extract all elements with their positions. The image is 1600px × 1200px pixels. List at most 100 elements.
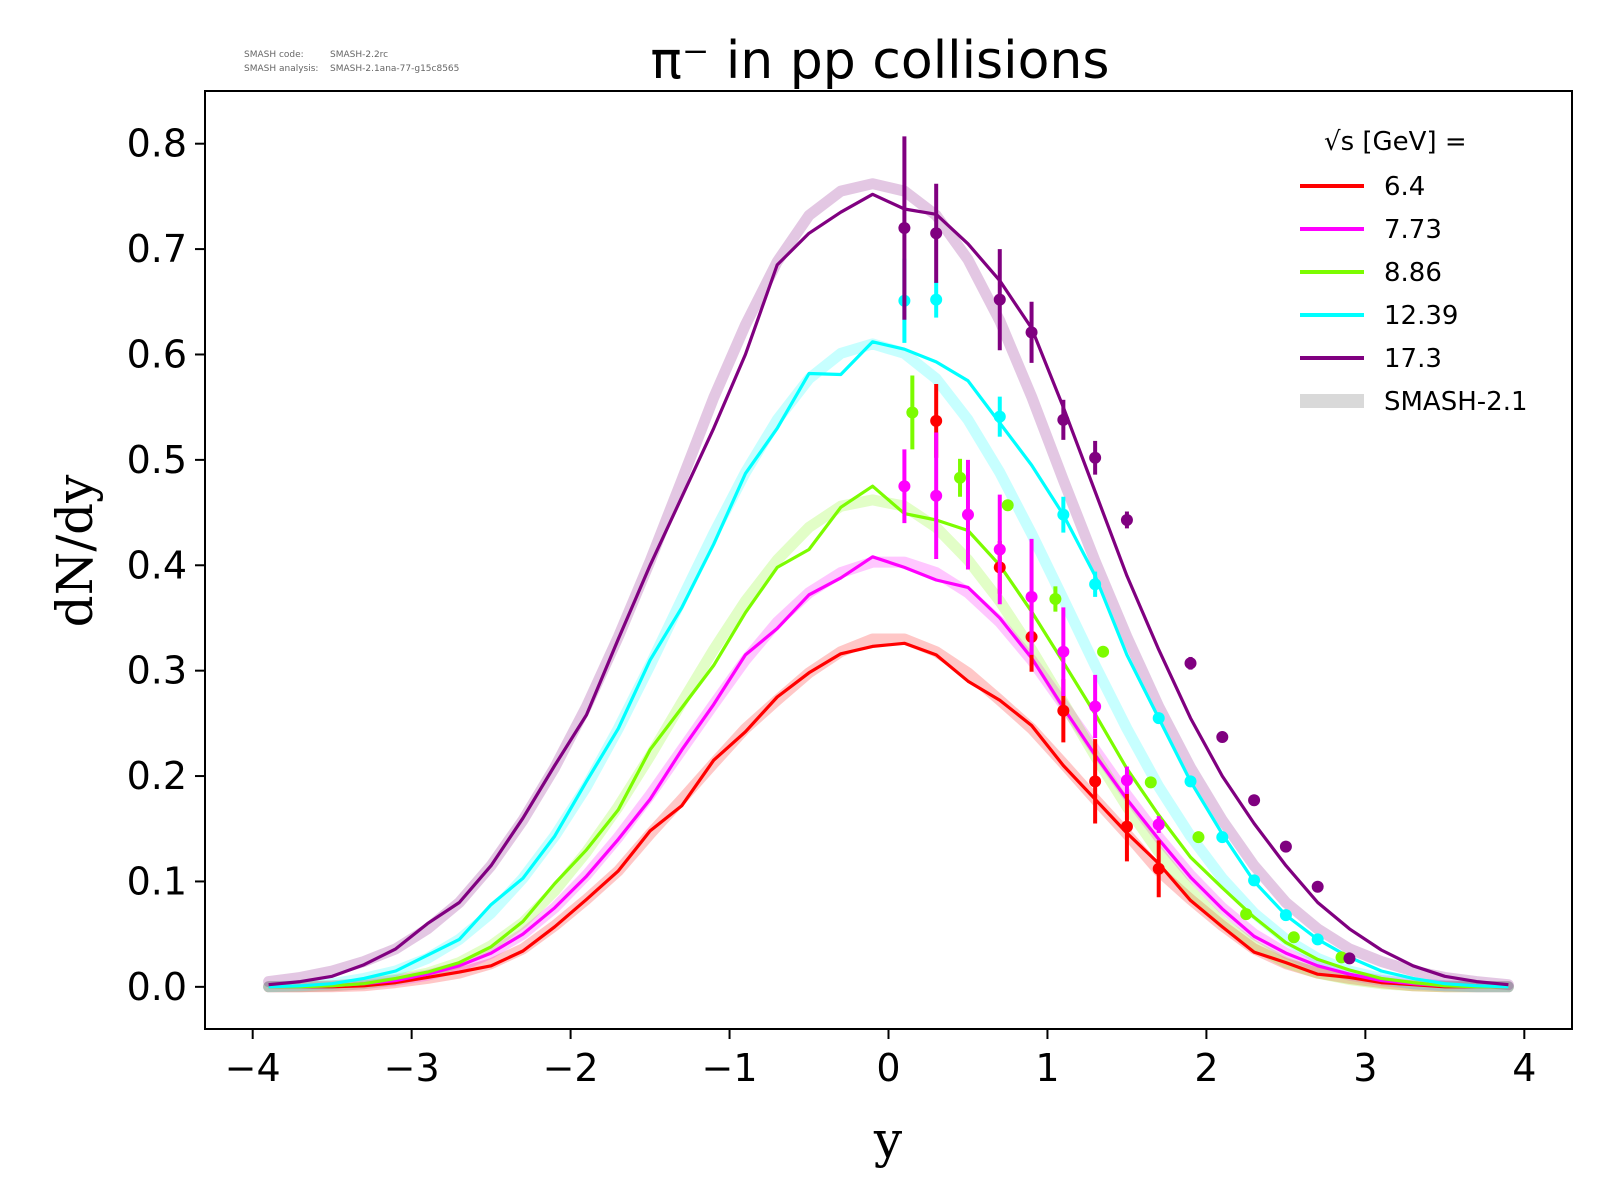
legend-label: 17.3 xyxy=(1384,344,1442,374)
marker xyxy=(1279,840,1292,853)
point-12-39-2 xyxy=(993,396,1006,437)
marker xyxy=(1057,645,1070,658)
point-17-3-4 xyxy=(1057,399,1070,440)
point-17-3-6 xyxy=(1120,511,1133,529)
legend-label: 8.86 xyxy=(1384,258,1442,288)
point-7-73-4 xyxy=(1025,538,1038,655)
point-12-39-5 xyxy=(1152,712,1165,725)
legend-entry-6-4: 6.4 xyxy=(1300,172,1425,202)
line-12-39 xyxy=(268,340,1509,989)
marker xyxy=(1089,578,1102,591)
marker xyxy=(954,471,967,484)
x-tick-label: 4 xyxy=(1512,1046,1536,1090)
point-17-3-7 xyxy=(1184,656,1197,670)
smash-analysis-value: SMASH-2.1ana-77-g15c8565 xyxy=(330,64,459,74)
y-tick-label: 0.3 xyxy=(127,649,187,693)
marker xyxy=(1120,820,1133,833)
marker xyxy=(1057,413,1070,426)
point-6-4-5 xyxy=(1120,791,1133,862)
x-tick-label: −4 xyxy=(225,1046,281,1090)
point-6-4-6 xyxy=(1152,840,1165,898)
marker xyxy=(993,543,1006,556)
marker xyxy=(1216,731,1229,744)
point-8-86-4 xyxy=(1097,645,1110,658)
point-17-3-12 xyxy=(1343,952,1356,965)
smash-code-value: SMASH-2.2rc xyxy=(330,50,388,60)
marker xyxy=(898,222,911,235)
point-8-86-8 xyxy=(1287,931,1300,944)
y-tick-label: 0.4 xyxy=(127,543,187,587)
point-12-39-4 xyxy=(1089,571,1102,597)
marker xyxy=(1311,933,1324,946)
y-axis-ticks: 0.0 0.1 0.2 0.3 0.4 0.5 0.6 0.7 0.8 xyxy=(127,122,205,1009)
point-17-3-2 xyxy=(993,249,1006,351)
marker xyxy=(1025,590,1038,603)
line-7-73 xyxy=(268,555,1509,989)
marker xyxy=(898,480,911,493)
y-tick-label: 0.2 xyxy=(127,754,187,798)
point-12-39-3 xyxy=(1057,496,1070,533)
x-axis-label: y xyxy=(873,1111,903,1169)
line-17-3 xyxy=(268,192,1509,987)
legend-items: 6.4 7.73 8.86 12.39 17.3 SMASH-2.1 xyxy=(1300,172,1528,417)
marker xyxy=(930,227,943,240)
marker xyxy=(1192,831,1205,844)
band-12-39 xyxy=(263,338,1514,993)
legend-entry-SMASH-2-1: SMASH-2.1 xyxy=(1300,387,1528,417)
marker xyxy=(1049,592,1062,605)
y-tick-label: 0.0 xyxy=(127,965,187,1009)
point-8-86-5 xyxy=(1144,776,1157,789)
point-7-73-2 xyxy=(961,459,974,570)
y-tick-label: 0.5 xyxy=(127,438,187,482)
marker xyxy=(906,406,919,419)
point-17-3-5 xyxy=(1089,440,1102,475)
marker xyxy=(1089,775,1102,788)
point-8-86-7 xyxy=(1240,908,1253,921)
point-8-86-1 xyxy=(954,458,967,497)
data-points xyxy=(898,136,1356,965)
marker xyxy=(1152,862,1165,875)
line-8-86 xyxy=(268,484,1509,989)
marker xyxy=(930,489,943,502)
legend-label: 7.73 xyxy=(1384,215,1442,245)
chart-title: π⁻ in pp collisions xyxy=(651,31,1110,91)
point-7-73-0 xyxy=(898,449,911,524)
marker xyxy=(930,293,943,306)
point-12-39-10 xyxy=(1311,933,1324,946)
point-7-73-1 xyxy=(930,432,943,559)
point-17-3-10 xyxy=(1279,840,1292,853)
point-12-39-8 xyxy=(1248,874,1261,887)
point-17-3-1 xyxy=(930,183,943,283)
marker xyxy=(1343,952,1356,965)
point-17-3-9 xyxy=(1248,794,1261,807)
point-12-39-6 xyxy=(1184,775,1197,788)
x-tick-label: −3 xyxy=(384,1046,440,1090)
smash-analysis-label: SMASH analysis: xyxy=(244,64,318,74)
point-7-73-6 xyxy=(1089,674,1102,739)
marker xyxy=(1001,499,1014,512)
point-7-73-5 xyxy=(1057,607,1070,696)
point-8-86-3 xyxy=(1049,586,1062,612)
marker xyxy=(1120,513,1133,526)
marker xyxy=(1279,909,1292,922)
legend-title: √s [GeV] = xyxy=(1324,127,1467,157)
marker xyxy=(993,293,1006,306)
y-axis-label: dN/dy xyxy=(46,474,104,628)
marker xyxy=(1248,874,1261,887)
marker xyxy=(1120,774,1133,787)
point-17-3-0 xyxy=(898,136,911,320)
y-tick-label: 0.8 xyxy=(127,122,187,166)
x-axis-ticks: −4 −3 −2 −1 0 1 2 3 4 xyxy=(225,1029,1536,1090)
point-17-3-3 xyxy=(1025,301,1038,363)
marker xyxy=(993,410,1006,423)
x-tick-label: 0 xyxy=(876,1046,900,1090)
marker xyxy=(1144,776,1157,789)
marker xyxy=(1287,931,1300,944)
legend-entry-7-73: 7.73 xyxy=(1300,215,1442,245)
marker xyxy=(1240,908,1253,921)
smash-metadata: SMASH code: SMASH-2.2rc SMASH analysis: … xyxy=(244,50,459,74)
marker xyxy=(1057,704,1070,717)
marker xyxy=(961,508,974,521)
